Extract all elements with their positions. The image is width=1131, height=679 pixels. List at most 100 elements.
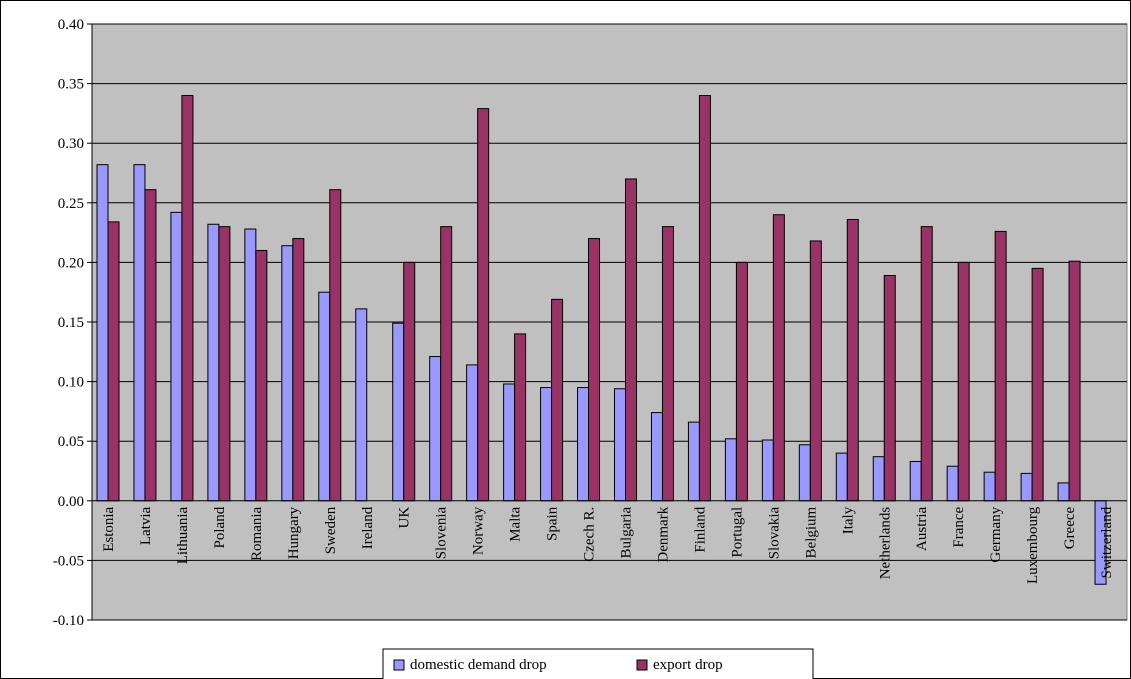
x-tick-label: Poland	[212, 506, 228, 548]
bar-domestic-demand-drop-uk	[392, 322, 405, 502]
x-tick-label: Greece	[1062, 506, 1078, 549]
x-tick-label: Sweden	[323, 506, 339, 554]
bar-export-drop-denmark	[661, 226, 674, 502]
bar-domestic-demand-drop-poland	[207, 223, 220, 502]
bar-domestic-demand-drop-hungary	[281, 245, 294, 502]
bar-domestic-demand-drop-portugal	[724, 438, 737, 502]
legend-label-domestic-demand-drop: domestic demand drop	[410, 657, 547, 673]
x-tick-label: Denmark	[655, 506, 671, 562]
x-tick-label: Latvia	[138, 506, 154, 545]
x-axis-labels: Estonia Latvia Lithuania Poland Romania Hunga…	[101, 506, 1115, 584]
y-tick-label: 0.40	[58, 17, 84, 33]
x-tick-label: Germany	[988, 506, 1004, 562]
x-tick-label: Estonia	[101, 506, 117, 551]
bar-domestic-demand-drop-malta	[503, 383, 516, 502]
bar-export-drop-bulgaria	[625, 178, 637, 502]
bar-export-drop-poland	[218, 226, 231, 502]
x-tick-label: France	[951, 506, 967, 547]
bar-export-drop-austria	[920, 226, 933, 502]
x-tick-label: Lithuania	[175, 506, 191, 564]
bar-export-drop-lithuania	[181, 95, 194, 502]
bar-export-drop-greece	[1068, 260, 1081, 502]
y-tick-label: 0.20	[58, 255, 84, 271]
bar-domestic-demand-drop-spain	[540, 387, 553, 502]
legend-swatch-domestic-demand-drop	[393, 659, 405, 671]
x-tick-label: Spain	[545, 506, 561, 541]
bar-domestic-demand-drop-germany	[983, 471, 996, 502]
bar-domestic-demand-drop-norway	[466, 364, 479, 502]
x-tick-label: Romania	[249, 506, 265, 560]
x-tick-label: Finland	[692, 506, 708, 552]
legend: domestic demand drop export drop	[382, 648, 814, 679]
x-tick-label: Malta	[508, 506, 524, 541]
y-tick-label: 0.00	[58, 494, 84, 510]
bar-domestic-demand-drop-czech-r	[577, 387, 590, 502]
x-tick-label: Switzerland	[1099, 506, 1115, 578]
bar-domestic-demand-drop-luxembourg	[1020, 472, 1033, 502]
bar-domestic-demand-drop-estonia	[96, 164, 109, 502]
bar-export-drop-finland	[698, 95, 711, 502]
y-tick-label: 0.10	[58, 375, 84, 391]
bar-domestic-demand-drop-bulgaria	[614, 388, 626, 502]
bar-domestic-demand-drop-ireland	[355, 308, 368, 502]
bar-domestic-demand-drop-romania	[244, 228, 257, 502]
bar-domestic-demand-drop-belgium	[798, 444, 811, 502]
y-tick-label: -0.05	[53, 553, 84, 569]
bar-domestic-demand-drop-latvia	[133, 164, 146, 502]
legend-box	[382, 648, 814, 679]
bar-domestic-demand-drop-finland	[687, 421, 700, 502]
x-tick-label: Hungary	[286, 506, 302, 559]
bar-domestic-demand-drop-denmark	[650, 412, 663, 502]
x-tick-label: Norway	[471, 506, 487, 555]
bar-export-drop-portugal	[735, 261, 748, 502]
bar-export-drop-sweden	[329, 189, 342, 502]
bar-export-drop-italy	[846, 218, 859, 502]
bar-domestic-demand-drop-france	[946, 465, 959, 502]
bar-export-drop-czech-r	[588, 238, 601, 502]
y-tick-label: 0.25	[58, 196, 84, 212]
bar-export-drop-belgium	[809, 240, 822, 502]
bar-export-drop-norway	[477, 108, 490, 502]
bar-export-drop-estonia	[107, 221, 120, 502]
bar-domestic-demand-drop-greece	[1057, 482, 1070, 502]
bar-export-drop-netherlands	[883, 275, 896, 502]
x-tick-label: Slovenia	[434, 506, 450, 559]
y-tick-label: 0.30	[58, 136, 84, 152]
x-tick-label: Portugal	[729, 507, 745, 558]
bar-export-drop-france	[957, 261, 970, 502]
bar-export-drop-hungary	[292, 238, 305, 502]
x-tick-label: Belgium	[803, 506, 819, 558]
bar-export-drop-romania	[255, 249, 268, 502]
y-tick-label: 0.35	[58, 77, 84, 93]
y-tick-label: 0.05	[58, 434, 84, 450]
bar-domestic-demand-drop-slovakia	[761, 439, 774, 502]
bar-domestic-demand-drop-italy	[835, 452, 848, 502]
bar-export-drop-latvia	[144, 189, 157, 502]
x-tick-label: Netherlands	[877, 507, 893, 580]
bar-export-drop-luxembourg	[1031, 267, 1044, 502]
x-tick-label: UK	[397, 507, 413, 529]
legend-swatch-export-drop	[636, 659, 648, 671]
y-tick-label: 0.15	[58, 315, 84, 331]
bar-domestic-demand-drop-slovenia	[429, 356, 442, 502]
bar-export-drop-slovakia	[772, 214, 785, 502]
bar-domestic-demand-drop-sweden	[318, 291, 331, 502]
bar-export-drop-uk	[403, 261, 416, 502]
bar-domestic-demand-drop-lithuania	[170, 211, 183, 502]
bar-domestic-demand-drop-austria	[909, 460, 922, 502]
legend-label-export-drop: export drop	[653, 657, 723, 673]
bars	[96, 95, 1107, 585]
x-tick-label: Austria	[914, 506, 930, 551]
x-tick-label: Ireland	[360, 506, 376, 549]
x-tick-label: Italy	[840, 506, 856, 534]
bar-export-drop-slovenia	[440, 226, 453, 502]
x-tick-label: Slovakia	[766, 506, 782, 559]
x-tick-label: Bulgaria	[619, 506, 635, 558]
bar-export-drop-germany	[994, 230, 1007, 502]
bar-export-drop-malta	[514, 333, 527, 502]
x-tick-label: Luxembourg	[1025, 506, 1041, 584]
y-axis: -0.10 -0.05 0.00 0.05 0.10 0.15 0.20 0.25 0.30 0.…	[53, 17, 93, 629]
bar-export-drop-spain	[551, 298, 564, 502]
bar-domestic-demand-drop-netherlands	[872, 456, 885, 502]
